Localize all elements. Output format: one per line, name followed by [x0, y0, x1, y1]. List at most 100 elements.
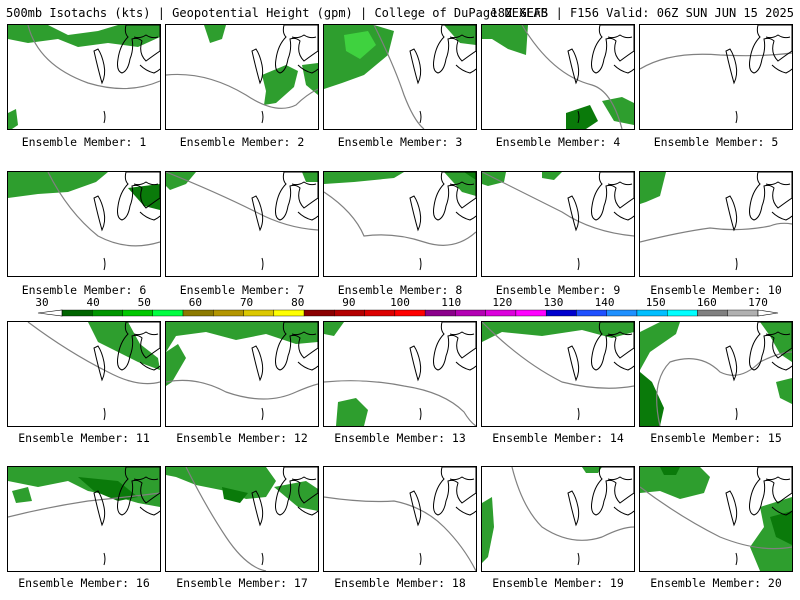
great-lakes-outline: [749, 322, 792, 371]
great-lakes-outline: [749, 467, 792, 516]
great-lakes-outline: [449, 34, 475, 39]
ensemble-map: [640, 25, 792, 124]
colorbar-swatch: [364, 309, 396, 317]
height-contour: [521, 25, 623, 129]
great-lakes-outline: [291, 331, 317, 336]
isotach-fill: [640, 372, 664, 426]
ensemble-map-panel: [323, 466, 477, 572]
ensemble-member-label: Ensemble Member: 7: [179, 283, 305, 297]
coastline-mark: [261, 552, 264, 566]
great-lakes-outline: [765, 331, 791, 336]
great-lakes-outline: [771, 211, 792, 221]
great-lakes-outline: [591, 467, 634, 516]
height-contour: [27, 322, 160, 385]
isotach-fill: [302, 172, 318, 182]
isotach-fill: [640, 467, 710, 499]
ensemble-map: [166, 25, 318, 124]
ensemble-map: [324, 467, 476, 571]
colorbar-scale: 30 40 50 60 70 80 90 100 110 120 130 140 150 160 170: [35, 296, 779, 317]
great-lakes-outline: [433, 322, 476, 371]
great-lakes-outline: [567, 490, 580, 527]
colorbar-tick-label: 170: [748, 296, 768, 309]
height-contour: [324, 191, 476, 246]
height-contour: [166, 73, 318, 109]
colorbar-swatch: [485, 309, 517, 317]
ensemble-member-label: Ensemble Member: 16: [18, 576, 150, 590]
height-contour: [373, 25, 425, 129]
ensemble-map: [324, 25, 476, 129]
colorbar-swatch: [394, 309, 426, 317]
isotach-fill: [166, 344, 186, 386]
colorbar-swatch: [182, 309, 214, 317]
great-lakes-outline: [433, 172, 476, 221]
great-lakes-outline: [725, 490, 738, 527]
colorbar-max-arrow: [757, 309, 779, 317]
great-lakes-outline: [93, 195, 106, 232]
great-lakes-outline: [725, 48, 738, 85]
great-lakes-outline: [93, 345, 106, 382]
great-lakes-outline: [133, 181, 159, 186]
great-lakes-outline: [591, 322, 634, 371]
height-contour: [482, 172, 634, 237]
great-lakes-outline: [613, 211, 634, 221]
coastline-mark: [735, 257, 738, 271]
isotach-fill: [166, 172, 196, 190]
colorbar-tick-label: 60: [189, 296, 202, 309]
height-contour: [324, 380, 476, 426]
ensemble-map: [640, 322, 792, 426]
isotach-fill: [482, 25, 528, 55]
ensemble-map: [166, 322, 318, 421]
isotach-fill: [760, 322, 792, 362]
ensemble-member-label: Ensemble Member: 6: [21, 283, 147, 297]
isotach-fill: [8, 172, 108, 198]
great-lakes-outline: [291, 34, 317, 39]
ensemble-map: [166, 172, 318, 271]
ensemble-member-label: Ensemble Member: 13: [334, 431, 466, 445]
great-lakes-outline: [117, 467, 160, 516]
colorbar-tick-label: 110: [441, 296, 461, 309]
coastline-mark: [419, 552, 422, 566]
coastline-mark: [261, 110, 264, 124]
isotach-fill: [640, 172, 666, 204]
ensemble-map: [27, 322, 160, 421]
ensemble-map-panel: [7, 24, 161, 130]
great-lakes-outline: [567, 195, 580, 232]
great-lakes-outline: [251, 48, 264, 85]
isotach-fill: [166, 322, 318, 352]
great-lakes-outline: [251, 195, 264, 232]
great-lakes-outline: [567, 48, 580, 85]
isotach-fill: [324, 172, 404, 184]
colorbar-swatch: [424, 309, 456, 317]
ensemble-member-label: Ensemble Member: 12: [176, 431, 308, 445]
great-lakes-outline: [455, 506, 476, 516]
coastline-mark: [419, 257, 422, 271]
ensemble-member-label: Ensemble Member: 11: [18, 431, 150, 445]
ensemble-map-panel: [481, 171, 635, 277]
great-lakes-outline: [449, 331, 475, 336]
isotach-fill: [464, 172, 476, 180]
ensemble-member-label: Ensemble Member: 20: [650, 576, 782, 590]
coastline-mark: [577, 552, 580, 566]
ensemble-member-label: Ensemble Member: 4: [495, 135, 621, 149]
colorbar-tick-label: 90: [342, 296, 355, 309]
colorbar-swatch: [515, 309, 547, 317]
coastline-mark: [103, 407, 106, 421]
ensemble-map: [8, 172, 160, 271]
great-lakes-outline: [771, 64, 792, 74]
height-contour: [656, 351, 792, 426]
isotach-fill: [566, 105, 598, 129]
ensemble-map-panel: [7, 171, 161, 277]
isotach-fill: [274, 481, 318, 511]
colorbar-swatch: [303, 309, 335, 317]
great-lakes-outline: [409, 490, 422, 527]
map-title: 500mb Isotachs (kts) | Geopotential Heig…: [6, 6, 548, 20]
isotach-fill: [482, 322, 634, 342]
great-lakes-outline: [275, 25, 318, 74]
great-lakes-outline: [765, 34, 791, 39]
coastline-mark: [261, 257, 264, 271]
colorbar: 30 40 50 60 70 80 90 100 110 120 130 140 150 160 170: [0, 296, 800, 320]
colorbar-swatch: [213, 309, 244, 317]
isotach-fill: [262, 65, 298, 105]
isotach-fill: [336, 398, 368, 426]
great-lakes-outline: [117, 25, 160, 74]
